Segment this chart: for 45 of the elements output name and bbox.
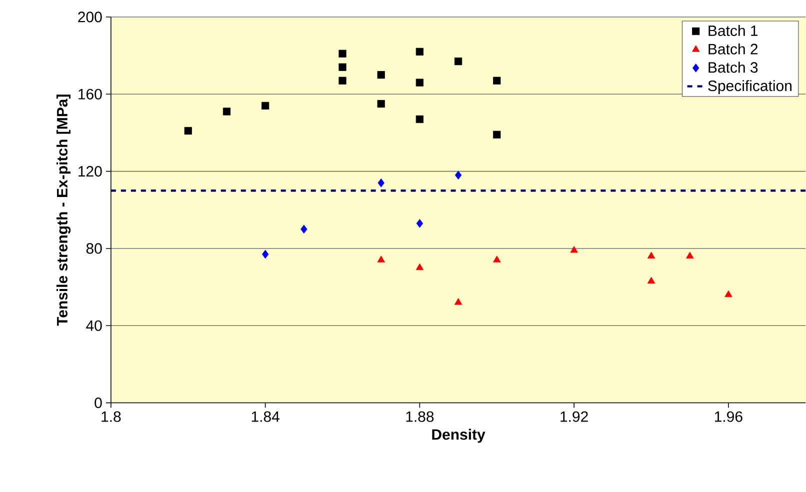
y-tick-label: 160 bbox=[78, 88, 102, 100]
legend-label: Batch 2 bbox=[708, 44, 758, 55]
point bbox=[454, 58, 462, 66]
point bbox=[377, 100, 385, 108]
point bbox=[222, 108, 231, 116]
x-tick-label: 1.96 bbox=[714, 411, 742, 422]
point bbox=[184, 127, 192, 135]
y-axis-title: Tensile strength - Ex-pitch [MPa] bbox=[56, 94, 71, 326]
point bbox=[454, 298, 462, 305]
x-tick-label: 1.84 bbox=[252, 411, 280, 422]
y-tick-label: 200 bbox=[78, 12, 102, 22]
point bbox=[454, 170, 462, 180]
point bbox=[416, 78, 424, 86]
x-tick-label: 1.8 bbox=[102, 411, 121, 422]
point bbox=[262, 250, 269, 259]
point bbox=[647, 276, 656, 284]
point bbox=[686, 252, 694, 259]
point bbox=[416, 116, 424, 124]
point bbox=[570, 246, 578, 253]
point bbox=[416, 263, 424, 270]
point bbox=[493, 76, 501, 85]
point bbox=[493, 130, 501, 139]
y-tick-label: 120 bbox=[78, 166, 102, 177]
point bbox=[416, 48, 424, 56]
x-tick-label: 1.92 bbox=[560, 411, 588, 422]
point bbox=[377, 256, 385, 262]
legend-label: Batch 3 bbox=[708, 62, 758, 73]
legend-label: Batch 1 bbox=[708, 25, 758, 36]
point bbox=[338, 63, 346, 72]
point bbox=[262, 102, 270, 110]
y-tick-label: 80 bbox=[86, 243, 102, 254]
y-tick-label: 0 bbox=[94, 398, 102, 408]
point bbox=[300, 224, 308, 234]
point bbox=[338, 50, 346, 58]
point bbox=[416, 219, 424, 228]
point bbox=[378, 178, 384, 188]
point bbox=[647, 252, 656, 259]
x-tick-label: 1.88 bbox=[406, 411, 434, 422]
point bbox=[724, 290, 732, 298]
point bbox=[493, 256, 501, 262]
x-axis-title: Density bbox=[432, 428, 486, 443]
legend-label: Specification bbox=[708, 80, 792, 94]
point bbox=[338, 76, 346, 85]
point bbox=[377, 71, 385, 79]
y-tick-label: 40 bbox=[86, 320, 102, 332]
